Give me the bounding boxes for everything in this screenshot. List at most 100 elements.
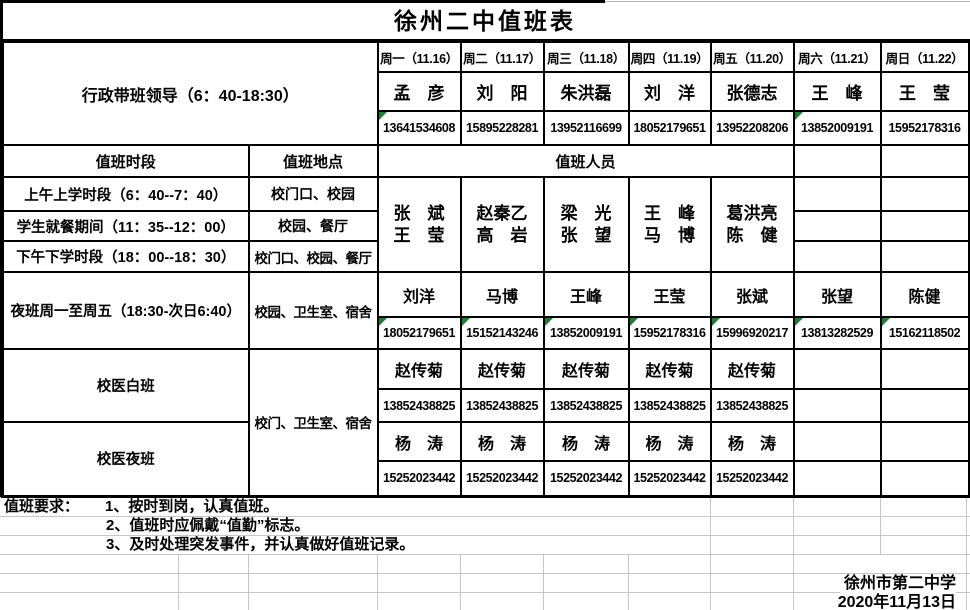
day-header-tue: 周二（11.17） [459, 40, 545, 73]
doctor-day-phone: 13852438825 [459, 388, 545, 423]
night-duty-name: 刘洋 [376, 271, 462, 318]
doctor-day-name: 赵传菊 [542, 348, 630, 390]
day-header-wed: 周三（11.18） [542, 40, 630, 73]
gridline [793, 554, 794, 610]
doctor-place-cell: 校门、卫生室、宿舍 [247, 348, 379, 497]
night-duty-name: 王莹 [627, 271, 712, 318]
empty-grid-row [0, 555, 970, 574]
green-corner-icon [630, 319, 638, 326]
doctor-day-name-row: 校医白班 校门、卫生室、宿舍 赵传菊 赵传菊 赵传菊 赵传菊 赵传菊 [1, 348, 970, 497]
day-header-thu: 周四（11.19） [627, 40, 712, 73]
night-duty-label-cell: 夜班周一至周五（18:30-次日6:40） [1, 271, 250, 350]
doctor-day-name: 赵传菊 [709, 348, 795, 390]
leader-phone: 13641534608 [376, 110, 462, 146]
period-row-lunch: 学生就餐期间（11：35--12：00） 校园、餐厅 [1, 210, 970, 242]
requirement-item: 1、按时到岗，认真值班。 [105, 497, 279, 515]
leader-phone: 13952208206 [709, 110, 795, 146]
night-duty-name: 张斌 [709, 271, 795, 318]
night-duty-phone: 15162118502 [879, 316, 970, 350]
doctor-night-phone: 15252023442 [627, 460, 712, 497]
requirement-item: 2、值班时应佩戴“值勤”标志。 [106, 516, 310, 534]
place-header-cell: 值班地点 [247, 144, 379, 178]
night-duty-phone: 13813282529 [792, 316, 882, 350]
night-duty-name-row: 夜班周一至周五（18:30-次日6:40） 校园、卫生室、宿舍 刘洋 马博 王峰… [1, 271, 970, 350]
leader-name: 王 莹 [879, 71, 970, 112]
gridline [543, 554, 544, 610]
green-corner-icon [882, 319, 890, 326]
gridline [178, 554, 179, 610]
footer-school-name: 徐州市第二中学 [839, 573, 956, 593]
empty-cell [792, 348, 882, 390]
personnel-cell-mon: 张 斌王 莹 [376, 176, 462, 273]
doctor-night-name: 杨 涛 [459, 421, 545, 462]
notes-area: 值班要求： 1、按时到岗，认真值班。 2、值班时应佩戴“值勤”标志。 3、及时处理… [0, 497, 970, 610]
requirement-line-1: 值班要求： 1、按时到岗，认真值班。 [0, 498, 970, 517]
period-place: 校园、餐厅 [247, 210, 379, 242]
top-gridline [605, 1, 970, 2]
left-border [0, 0, 3, 497]
doctor-day-name: 赵传菊 [459, 348, 545, 390]
doctor-night-phone: 15252023442 [542, 460, 630, 497]
leader-phone: 15895228281 [459, 110, 545, 146]
gridline [966, 497, 967, 610]
leader-phone: 15952178316 [879, 110, 970, 146]
requirements-label: 值班要求： [4, 497, 80, 515]
day-header-row: 行政带班领导（6：40-18:30） 周一（11.16） 周二（11.17） 周… [1, 40, 970, 146]
night-duty-phone: 15152143246 [459, 316, 545, 350]
night-duty-name: 张望 [792, 271, 882, 318]
section-header-row: 值班时段 值班地点 值班人员 [1, 144, 970, 178]
doctor-night-phone: 15252023442 [376, 460, 462, 497]
green-corner-icon [462, 319, 470, 326]
leader-label-cell: 行政带班领导（6：40-18:30） [1, 40, 379, 146]
gridline [377, 554, 378, 610]
period-place: 校门口、校园、餐厅 [247, 240, 379, 273]
period-time: 上午上学时段（6：40--7：40） [1, 176, 250, 212]
leader-name: 刘 洋 [627, 71, 712, 112]
night-duty-place-cell: 校园、卫生室、宿舍 [247, 271, 379, 350]
doctor-night-name: 杨 涛 [376, 421, 462, 462]
gridline [628, 554, 629, 610]
green-corner-icon [379, 113, 387, 120]
day-header-sun: 周日（11.22） [879, 40, 970, 73]
night-duty-name: 陈健 [879, 271, 970, 318]
empty-cell [792, 144, 882, 178]
day-header-sat: 周六（11.21） [792, 40, 882, 73]
day-header-mon: 周一（11.16） [376, 40, 462, 73]
night-duty-name: 王峰 [542, 271, 630, 318]
personnel-header-cell: 值班人员 [376, 144, 795, 178]
personnel-cell-thu: 王 峰马 博 [627, 176, 712, 273]
doctor-day-label-cell: 校医白班 [1, 348, 250, 423]
footer-date: 2020年11月13日 [833, 592, 956, 610]
leader-phone: 18052179651 [627, 110, 712, 146]
doctor-night-label-cell: 校医夜班 [1, 421, 250, 497]
doctor-night-name: 杨 涛 [542, 421, 630, 462]
day-header-fri: 周五（11.20） [709, 40, 795, 73]
gridline [793, 497, 794, 555]
empty-cell [792, 210, 882, 242]
doctor-day-phone: 13852438825 [709, 388, 795, 423]
green-corner-icon [379, 319, 387, 326]
leader-name: 朱洪磊 [542, 71, 630, 112]
empty-cell [879, 421, 970, 462]
green-corner-icon [795, 113, 803, 120]
night-duty-phone: 15996920217 [709, 316, 795, 350]
doctor-night-phone: 15252023442 [459, 460, 545, 497]
top-border [0, 0, 605, 3]
page-title: 徐州二中值班表 [394, 8, 576, 34]
doctor-day-phone: 13852438825 [542, 388, 630, 423]
doctor-night-name: 杨 涛 [627, 421, 712, 462]
leader-phone: 13952116699 [542, 110, 630, 146]
leader-name-row: 孟 彦 刘 阳 朱洪磊 刘 洋 张德志 王 峰 王 莹 [3, 71, 970, 112]
doctor-day-phone: 13852438825 [627, 388, 712, 423]
night-duty-name: 马博 [459, 271, 545, 318]
duty-table: 行政带班领导（6：40-18:30） 周一（11.16） 周二（11.17） 周… [1, 39, 970, 498]
gridline [460, 554, 461, 610]
period-time: 下午下学时段（18：00--18：30） [1, 240, 250, 273]
empty-cell [879, 348, 970, 390]
requirement-line-2: 2、值班时应佩戴“值勤”标志。 [0, 517, 970, 536]
empty-cell [879, 240, 970, 273]
period-place: 校门口、校园 [247, 176, 379, 212]
night-duty-phone: 15952178316 [627, 316, 712, 350]
gridline [710, 554, 711, 610]
